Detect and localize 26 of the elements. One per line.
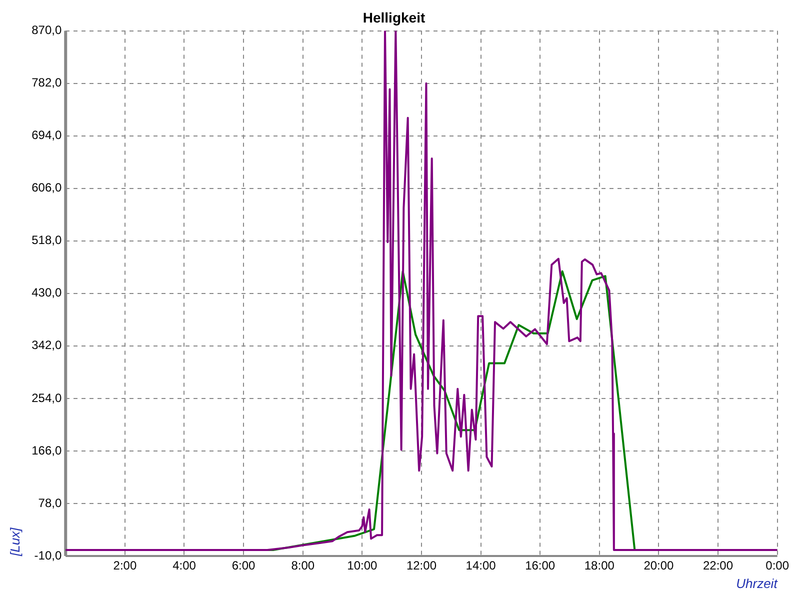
y-axis-title: [Lux] xyxy=(7,527,22,557)
x-tick-label: 6:00 xyxy=(232,558,256,573)
y-tick-label: 166,0 xyxy=(32,443,62,458)
x-tick-label: 0:00 xyxy=(766,558,790,573)
x-tick-label: 18:00 xyxy=(584,558,615,573)
y-tick-label: 694,0 xyxy=(32,128,62,142)
x-tick-label: 12:00 xyxy=(406,558,437,573)
y-tick-label: 254,0 xyxy=(32,390,62,405)
x-tick-label: 4:00 xyxy=(172,558,196,573)
x-tick-label: 22:00 xyxy=(703,558,734,573)
y-tick-label: 78,0 xyxy=(38,496,62,510)
x-tick-label: 2:00 xyxy=(113,558,137,573)
x-tick-label: 8:00 xyxy=(291,558,315,573)
x-axis-title: Uhrzeit xyxy=(736,576,779,591)
y-tick-label: 518,0 xyxy=(32,233,62,248)
y-tick-label: 782,0 xyxy=(32,76,62,90)
x-tick-label: 10:00 xyxy=(347,558,378,573)
chart-title: Helligkeit xyxy=(362,9,426,26)
y-tick-label: 430,0 xyxy=(32,286,62,300)
y-tick-label: 606,0 xyxy=(32,180,62,195)
x-tick-label: 20:00 xyxy=(644,558,674,573)
y-tick-label: 870,0 xyxy=(32,23,62,38)
y-tick-label: 342,0 xyxy=(32,338,62,352)
x-tick-label: 16:00 xyxy=(525,558,556,573)
y-tick-label: -10,0 xyxy=(34,548,62,562)
x-tick-label: 14:00 xyxy=(466,558,496,573)
